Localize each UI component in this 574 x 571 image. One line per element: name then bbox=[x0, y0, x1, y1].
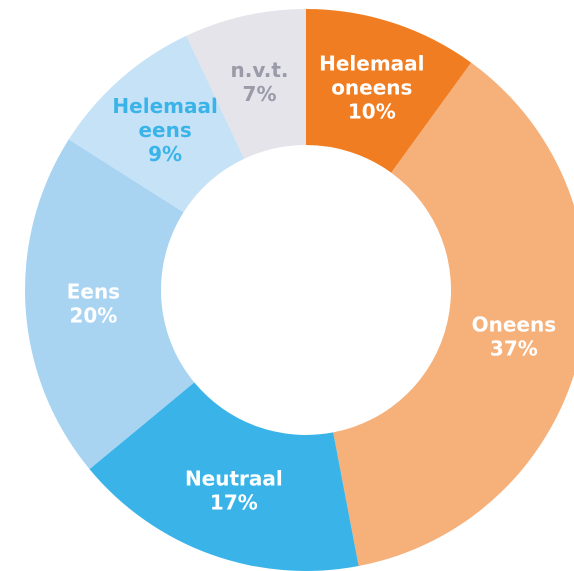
slice-label: Helemaal eens bbox=[112, 94, 217, 142]
label-line: Neutraal bbox=[185, 466, 283, 490]
donut-slice bbox=[68, 35, 245, 213]
slice-label: Helemaal oneens bbox=[319, 51, 424, 99]
donut-slice bbox=[186, 8, 306, 159]
slice-value: 37% bbox=[490, 336, 538, 360]
slice-value: 10% bbox=[348, 99, 396, 123]
label-line: oneens bbox=[331, 75, 412, 99]
label-line: Helemaal bbox=[319, 51, 424, 75]
slice-label: Eens bbox=[67, 279, 120, 303]
donut-slice bbox=[333, 62, 574, 567]
slice-value: 7% bbox=[243, 82, 277, 106]
donut-slice bbox=[89, 382, 359, 571]
label-line: Eens bbox=[67, 279, 120, 303]
slice-value: 9% bbox=[148, 142, 182, 166]
slice-label: Neutraal bbox=[185, 466, 283, 490]
label-line: Helemaal bbox=[112, 94, 217, 118]
slice-value: 20% bbox=[69, 303, 117, 327]
donut-slice bbox=[306, 9, 472, 173]
label-line: n.v.t. bbox=[231, 58, 289, 82]
slice-value: 17% bbox=[210, 490, 258, 514]
slice-label: n.v.t. bbox=[231, 58, 289, 82]
donut-slice bbox=[25, 139, 195, 470]
label-line: Oneens bbox=[472, 312, 557, 336]
label-line: eens bbox=[138, 118, 191, 142]
slice-label: Oneens bbox=[472, 312, 557, 336]
